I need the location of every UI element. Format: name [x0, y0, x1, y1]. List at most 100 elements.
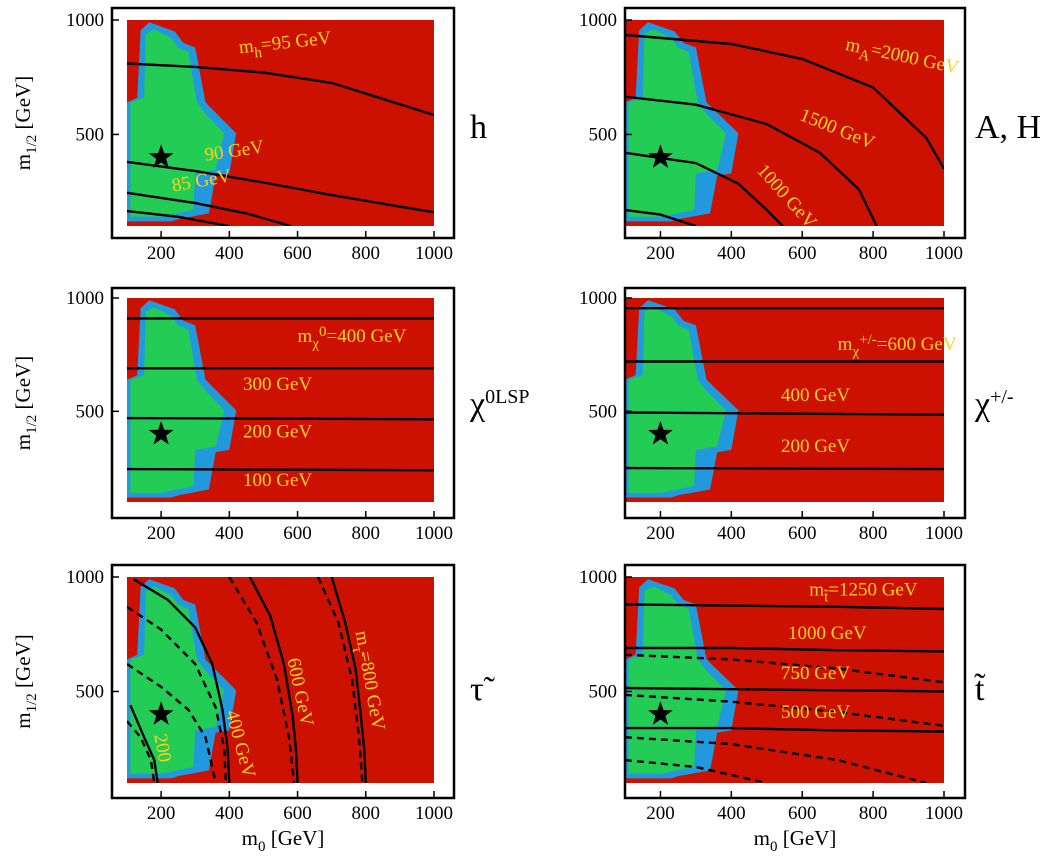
- contour-label-1: 1000 GeV: [788, 623, 867, 644]
- y-tick-label: 500: [76, 401, 105, 422]
- contour-1: [625, 646, 944, 653]
- x-tick-label: 800: [859, 243, 888, 264]
- dashed-contour-5: [625, 693, 944, 727]
- x-tick-label: 1000: [925, 243, 963, 264]
- y-axis-title: m1/2 [GeV]: [11, 634, 40, 728]
- contour-2: [248, 577, 299, 783]
- x-tick-label: 1000: [415, 523, 453, 544]
- x-tick-label: 200: [147, 523, 176, 544]
- y-tick-label: 1000: [579, 10, 617, 31]
- contour-label-2: 200 GeV: [243, 421, 312, 442]
- x-tick-label: 600: [283, 243, 312, 264]
- benchmark-point-star: [148, 701, 174, 725]
- particle-label: χ0LSP: [469, 386, 530, 423]
- allowed-region: [130, 29, 225, 217]
- allowed-region: [130, 586, 225, 774]
- x-tick-label: 200: [646, 523, 675, 544]
- contour-0: [129, 704, 159, 783]
- x-axis-title: m0 [GeV]: [242, 826, 325, 855]
- contour-3: [625, 726, 944, 733]
- contour-2: [625, 686, 944, 693]
- x-tick-label: 400: [215, 523, 244, 544]
- x-tick-label: 400: [717, 803, 746, 824]
- x-tick-label: 200: [646, 243, 675, 264]
- x-tick-label: 800: [352, 243, 381, 264]
- benchmark-point-star: [148, 144, 174, 168]
- dashed-contour-8: [316, 577, 364, 783]
- y-tick-label: 500: [589, 401, 618, 422]
- y-tick-label: 1000: [66, 10, 104, 31]
- panel-frame: [623, 286, 967, 520]
- particle-label: χ+/-: [974, 386, 1014, 423]
- y-axis-title: m1/2 [GeV]: [11, 356, 40, 450]
- x-tick-label: 800: [859, 803, 888, 824]
- particle-label: h: [470, 109, 487, 146]
- contour-1: [127, 160, 434, 214]
- contour-2: [127, 191, 292, 226]
- panel-frame: [623, 6, 967, 240]
- particle-label: t̃: [974, 671, 986, 708]
- benchmark-point-star: [648, 144, 673, 168]
- x-tick-label: 600: [788, 243, 817, 264]
- y-tick-label: 1000: [66, 288, 104, 309]
- y-tick-label: 500: [76, 681, 105, 702]
- x-tick-label: 200: [646, 803, 675, 824]
- contour-1: [133, 578, 231, 783]
- x-tick-label: 600: [788, 803, 817, 824]
- contour-label-0: 200: [149, 732, 175, 764]
- panel-frame: [110, 563, 456, 800]
- panel-frame: [110, 6, 456, 240]
- x-tick-label: 800: [352, 523, 381, 544]
- contour-0: [127, 62, 434, 117]
- x-tick-label: 1000: [415, 803, 453, 824]
- contour-0: [625, 603, 944, 611]
- contour-label-2: 200 GeV: [781, 436, 850, 457]
- contour-2: [127, 416, 434, 421]
- contour-3: [127, 209, 230, 226]
- contour-3: [127, 467, 434, 472]
- contour-label-2: 750 GeV: [781, 663, 850, 684]
- contour-label-1: 300 GeV: [243, 374, 312, 395]
- x-tick-label: 400: [717, 523, 746, 544]
- x-axis-title: m0 [GeV]: [754, 826, 837, 855]
- x-tick-label: 1000: [925, 523, 963, 544]
- contour-1: [625, 95, 878, 226]
- x-tick-label: 800: [859, 523, 888, 544]
- dashed-contour-4: [625, 653, 944, 684]
- benchmark-point-star: [648, 701, 673, 725]
- y-axis-title: m1/2 [GeV]: [11, 76, 40, 170]
- contour-2: [625, 151, 784, 226]
- x-tick-label: 200: [147, 803, 176, 824]
- contour-3: [330, 577, 367, 783]
- x-tick-label: 600: [788, 523, 817, 544]
- contour-3: [625, 466, 944, 471]
- x-tick-label: 400: [215, 803, 244, 824]
- benchmark-point-star: [648, 421, 673, 445]
- x-tick-label: 1000: [415, 243, 453, 264]
- allowed-region: [628, 307, 726, 493]
- contour-label-3: 100 GeV: [243, 470, 312, 491]
- x-tick-label: 600: [283, 803, 312, 824]
- x-tick-label: 800: [352, 803, 381, 824]
- contour-0: [625, 33, 944, 170]
- particle-label: A, H: [975, 109, 1041, 146]
- dashed-contour-5: [127, 663, 217, 783]
- y-tick-label: 1000: [579, 288, 617, 309]
- x-tick-label: 600: [283, 523, 312, 544]
- allowed-region: [130, 307, 225, 493]
- y-tick-label: 1000: [579, 567, 617, 588]
- contour-label-1: 400 GeV: [781, 385, 850, 406]
- contour-3: [625, 208, 697, 226]
- y-tick-label: 1000: [66, 567, 104, 588]
- y-tick-label: 500: [589, 124, 618, 145]
- contour-2: [625, 411, 944, 416]
- dashed-contour-6: [127, 605, 228, 783]
- allowed-region: [628, 29, 726, 217]
- particle-label: τ̃: [470, 671, 496, 708]
